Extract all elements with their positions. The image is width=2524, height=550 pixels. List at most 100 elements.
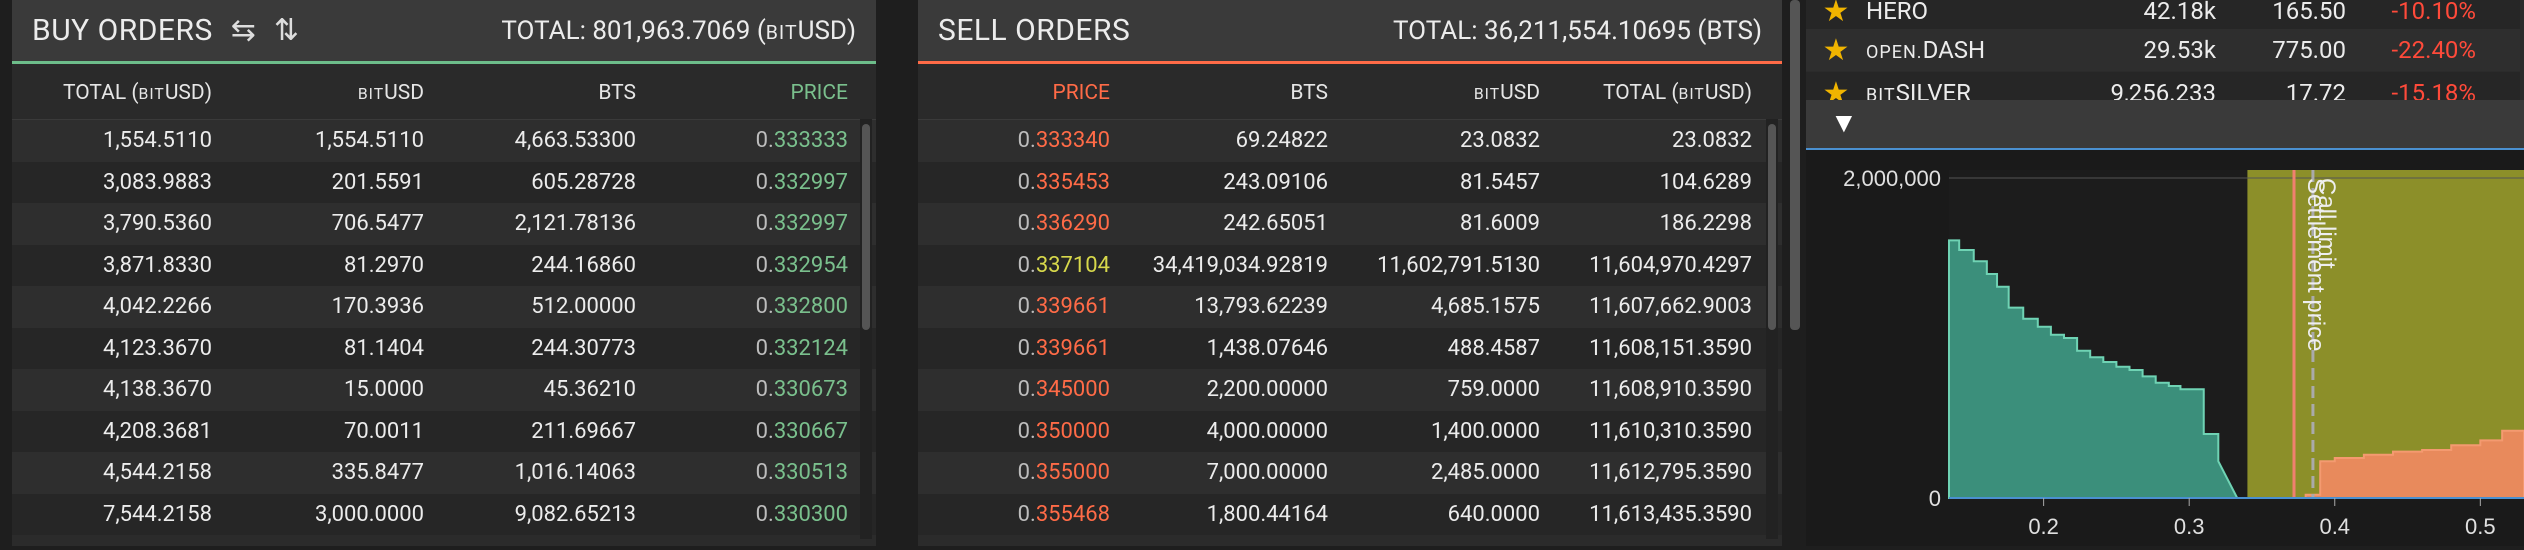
sell-row-price: 0.339661 [918,294,1128,319]
sell-order-row[interactable]: 0.335453 243.09106 81.5457 104.6289 [918,161,1782,203]
watchlist-symbol: open.DASH [1866,36,2076,64]
buy-orders-panel: BUY ORDERS ⇆ ⇅ TOTAL: 801,963.7069 (bitU… [12,0,876,546]
watchlist-volume: 42.18k [2143,0,2216,25]
sell-col-total-suffix: ) [1744,81,1752,105]
sell-row-bitusd: 81.5457 [1460,169,1540,195]
sell-col-bitusd[interactable]: bitUSD [1338,81,1550,105]
sell-order-row[interactable]: 0.339661 13,793.62239 4,685.1575 11,607,662… [918,286,1782,328]
buy-row-price: 0.332800 [646,294,858,319]
buy-order-row[interactable]: 4,042.2266 170.3936 512.00000 0.332800 [12,286,876,328]
sell-row-bts: 13,793.62239 [1194,294,1328,320]
watchlist-row[interactable]: ★ bitSILVER 9,256.233 17.72 -15.18% [1806,72,2520,100]
sell-col-total[interactable]: TOTAL (bitUSD) [1550,81,1762,105]
buy-order-row[interactable]: 3,790.5360 706.5477 2,121.78136 0.332997 [12,203,876,245]
buy-row-price-prefix: 0. [755,294,774,320]
watchlist-symbol: bitSILVER [1866,79,2076,100]
watchlist-price: 775.00 [2272,36,2346,64]
sell-orders-title: SELL ORDERS [938,13,1131,48]
buy-order-row[interactable]: 3,083.9883 201.5591 605.28728 0.332997 [12,161,876,203]
bids-area [1948,239,2239,499]
buy-order-row[interactable]: 4,123.3670 81.1404 244.30773 0.332124 [12,327,876,369]
sell-order-row[interactable]: 0.333340 69.24822 23.0832 23.0832 [918,120,1782,162]
buy-row-total: 7,544.2158 [102,501,212,527]
page-scrollbar[interactable] [1790,0,1800,330]
sell-row-price-value: 345000 [1035,377,1110,403]
buy-col-bts[interactable]: BTS [598,81,636,105]
buy-row-bts: 244.30773 [531,335,636,361]
buy-row-total: 4,123.3670 [102,335,212,361]
star-icon[interactable]: ★ [1822,75,1850,101]
buy-row-total: 4,138.3670 [102,377,212,403]
sell-col-bts[interactable]: BTS [1290,81,1328,105]
sell-row-price-prefix: 0. [1017,460,1036,486]
buy-order-row[interactable]: 3,871.8330 81.2970 244.16860 0.332954 [12,244,876,286]
buy-col-total-suffix: ) [204,81,212,105]
buy-row-bitusd: 70.0011 [344,418,424,444]
buy-order-row[interactable]: 4,208.3681 70.0011 211.69667 0.330667 [12,410,876,452]
swap-icon[interactable]: ⇆ [230,13,256,48]
buy-row-price: 0.330667 [646,419,858,444]
sell-table-header: PRICE BTS bitUSD TOTAL (bitUSD) [918,67,1782,120]
buy-row-price-prefix: 0. [755,335,774,361]
y-tick-label: 2,000,000 [1843,166,1941,191]
sell-order-row[interactable]: 0.339661 1,438.07646 488.4587 11,608,151.35… [918,327,1782,369]
watchlist-change: -10.10% [2391,0,2477,25]
sell-col-price[interactable]: PRICE [1052,81,1110,105]
sell-row-total: 11,608,910.3590 [1589,377,1752,403]
sell-order-row[interactable]: 0.355468 1,800.44164 640.0000 11,613,435.35… [918,493,1782,535]
buy-order-row[interactable]: 1,554.5110 1,554.5110 4,663.53300 0.333333 [12,120,876,162]
buy-row-price-value: 330667 [773,418,848,444]
sell-order-row[interactable]: 0.350000 4,000.00000 1,400.0000 11,610,310.… [918,410,1782,452]
sell-col-bitusd-big: USD [1500,81,1540,105]
sell-orders-panel: SELL ORDERS TOTAL: 36,211,554.10695 (BTS… [918,0,1782,546]
buy-col-bitusd[interactable]: bitUSD [222,81,434,105]
watchlist-row[interactable]: ★ HERO 42.18k 165.50 -10.10% [1806,0,2520,32]
buy-row-price: 0.332997 [646,170,858,195]
sell-row-bitusd: 4,685.1575 [1430,294,1540,320]
buy-row-bitusd: 1,554.5110 [314,128,424,154]
x-tick-label: 0.2 [2028,514,2059,539]
buy-row-price-value: 330300 [773,501,848,527]
depth-chart: 0 2,000,000 Call limit Settlement price 0.2 0… [1806,150,2524,546]
buy-scrollbar[interactable] [862,124,870,330]
sell-order-row[interactable]: 0.336290 242.65051 81.6009 186.2298 [918,203,1782,245]
buy-total-suffix: ) [846,15,856,46]
buy-row-bts: 4,663.53300 [514,128,636,154]
buy-row-price-value: 332997 [773,169,848,195]
sell-row-price-prefix: 0. [1017,418,1036,444]
sell-order-row[interactable]: 0.337104 34,419,034.92819 11,602,791.5130 1… [918,244,1782,286]
sort-icon[interactable]: ⇅ [273,13,299,48]
sell-order-row[interactable]: 0.355000 7,000.00000 2,485.0000 11,612,795.… [918,452,1782,494]
buy-col-price[interactable]: PRICE [790,81,848,105]
buy-order-row[interactable]: 4,138.3670 15.0000 45.36210 0.330673 [12,369,876,411]
buy-orders-title-wrap: BUY ORDERS ⇆ ⇅ [32,13,299,48]
buy-row-price-prefix: 0. [755,377,774,403]
sell-rows: 0.333340 69.24822 23.0832 23.0832 0.335453 24… [918,120,1782,535]
watchlist-symbol: HERO [1866,0,2076,25]
buy-row-bitusd: 335.8477 [331,460,424,486]
sell-row-total: 11,608,151.3590 [1589,335,1752,361]
watchlist-volume: 29.53k [2143,36,2216,64]
buy-row-total: 1,554.5110 [102,128,212,154]
sell-col-total-small: bit [1678,84,1705,103]
sell-row-price: 0.345000 [918,377,1128,402]
sell-order-row[interactable]: 0.345000 2,200.00000 759.0000 11,608,910.35… [918,369,1782,411]
sell-row-total: 11,604,970.4297 [1589,252,1752,278]
star-icon[interactable]: ★ [1822,32,1850,68]
collapse-chevron-icon[interactable]: ▼ [1830,106,1858,139]
buy-order-row[interactable]: 4,544.2158 335.8477 1,016.14063 0.330513 [12,452,876,494]
buy-col-total[interactable]: TOTAL (bitUSD) [12,81,222,105]
buy-row-bitusd: 201.5591 [331,169,424,195]
buy-row-total: 3,083.9883 [102,169,212,195]
watchlist-row[interactable]: ★ open.DASH 29.53k 775.00 -22.40% [1806,29,2520,71]
buy-order-row[interactable]: 7,544.2158 3,000.0000 9,082.65213 0.330300 [12,493,876,535]
buy-row-price-prefix: 0. [755,211,774,237]
watchlist-symbol-name: SILVER [1895,79,1971,100]
sell-scrollbar[interactable] [1768,124,1776,330]
sell-row-price-value: 355468 [1035,501,1110,527]
sell-row-bitusd: 81.6009 [1460,211,1540,237]
buy-row-bts: 512.00000 [531,294,636,320]
buy-row-price: 0.330673 [646,377,858,402]
star-icon[interactable]: ★ [1822,0,1850,29]
sell-row-price-value: 355000 [1035,460,1110,486]
